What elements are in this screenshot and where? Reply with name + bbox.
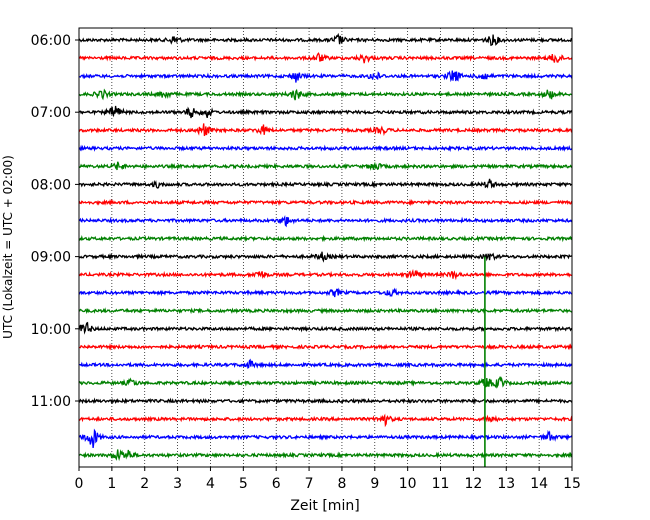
trace-line <box>78 428 573 448</box>
x-tick-label: 13 <box>497 476 515 492</box>
x-tick-label: 4 <box>206 476 215 492</box>
y-tick-label: 06:00 <box>31 33 71 49</box>
trace-group <box>78 32 573 462</box>
x-tick-label: 8 <box>337 476 346 492</box>
trace-line <box>78 198 573 207</box>
trace-line <box>78 123 573 137</box>
trace-line <box>78 70 573 83</box>
y-axis-label: UTC (Lokalzeit = UTC + 02:00) <box>1 155 15 339</box>
x-tick-label: 0 <box>75 476 84 492</box>
x-tick-label: 1 <box>107 476 116 492</box>
trace-line <box>78 342 573 351</box>
x-tick-label: 14 <box>530 476 548 492</box>
trace-line <box>78 105 573 119</box>
trace-line <box>79 307 573 315</box>
x-ticks: 0 1 2 3 4 5 6 7 8 9 10 11 12 13 14 15 <box>75 467 581 492</box>
x-tick-label: 11 <box>432 476 450 492</box>
trace-line <box>78 144 573 153</box>
trace-line <box>78 397 573 405</box>
vertical-grid <box>111 28 540 467</box>
x-tick-label: 15 <box>563 476 581 492</box>
y-tick-label: 08:00 <box>31 177 71 193</box>
trace-line <box>78 321 573 335</box>
trace-line <box>78 214 573 228</box>
x-tick-label: 6 <box>272 476 281 492</box>
y-tick-label: 09:00 <box>31 250 71 266</box>
trace-line <box>78 376 573 389</box>
x-tick-label: 2 <box>140 476 149 492</box>
x-tick-label: 5 <box>239 476 248 492</box>
trace-line <box>78 413 573 428</box>
trace-line <box>79 52 573 64</box>
y-tick-label: 07:00 <box>31 105 71 121</box>
y-tick-label: 10:00 <box>31 322 71 338</box>
x-tick-label: 12 <box>464 476 482 492</box>
plot-frame <box>78 27 573 468</box>
y-tick-label: 11:00 <box>31 394 71 410</box>
trace-line <box>78 287 573 298</box>
trace-line <box>78 251 573 263</box>
trace-line <box>78 161 572 171</box>
trace-line <box>78 234 573 243</box>
trace-line <box>78 358 573 369</box>
trace-line <box>78 88 573 101</box>
x-tick-label: 3 <box>173 476 182 492</box>
x-tick-label: 9 <box>370 476 379 492</box>
trace-line <box>78 32 572 47</box>
trace-line <box>78 268 573 281</box>
x-axis-label: Zeit [min] <box>290 498 359 514</box>
trace-line <box>78 178 573 189</box>
x-tick-label: 10 <box>399 476 417 492</box>
y-ticks: 06:00 07:00 08:00 09:00 10:00 11:00 <box>31 33 79 410</box>
x-tick-label: 7 <box>305 476 314 492</box>
trace-line <box>78 449 573 462</box>
